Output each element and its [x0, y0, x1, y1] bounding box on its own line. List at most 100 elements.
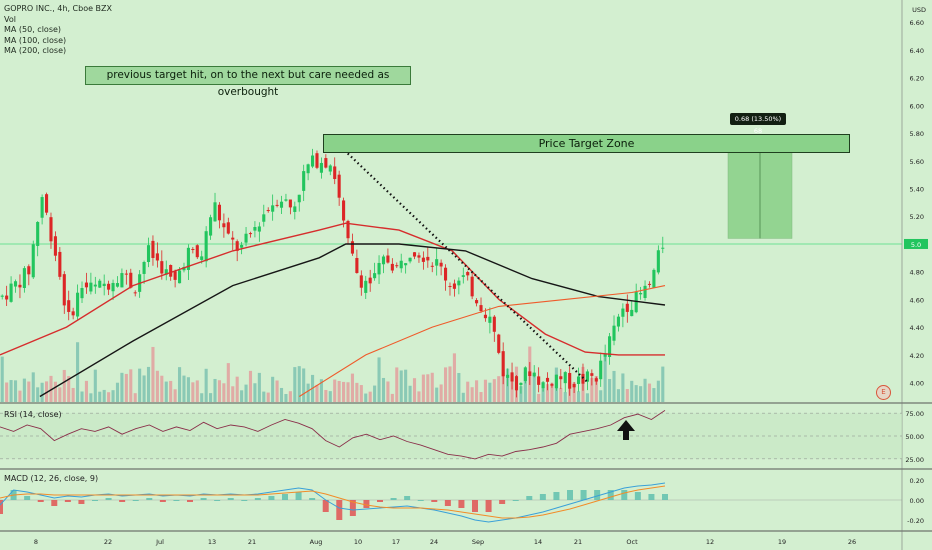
x-tick-label: 21	[248, 538, 256, 546]
x-tick-label: Sep	[472, 538, 484, 546]
last-price-tag	[904, 238, 928, 249]
volume-bar	[80, 391, 84, 402]
volume-bar	[124, 373, 128, 402]
y-tick-label: 5.20	[910, 213, 924, 221]
y-tick-label: 4.80	[910, 269, 924, 277]
volume-bar	[129, 369, 133, 402]
volume-bar	[443, 367, 448, 402]
volume-bar	[253, 383, 257, 402]
earnings-icon[interactable]: E	[876, 385, 891, 400]
volume-bar	[257, 372, 261, 402]
candle-body	[585, 371, 589, 382]
candle-body	[146, 245, 151, 263]
volume-bar	[107, 392, 111, 402]
volume-bar	[53, 381, 57, 402]
candle-body	[417, 255, 421, 258]
chart-legend: GOPRO INC., 4h, Cboe BZX Vol MA (50, clo…	[4, 4, 112, 57]
candle-body	[240, 244, 244, 248]
volume-bar	[576, 391, 581, 402]
candle-body	[5, 295, 9, 300]
candle-body	[395, 265, 399, 267]
volume-bar	[209, 393, 213, 402]
volume-bar	[585, 393, 589, 402]
candle-body	[630, 309, 634, 317]
volume-bar	[169, 380, 173, 402]
macd-histogram-bar	[336, 500, 343, 520]
y-tick-label: 6.40	[910, 47, 924, 55]
candle-body	[231, 237, 235, 240]
volume-bar	[475, 380, 479, 402]
volume-bar	[523, 371, 527, 402]
candle-body	[435, 259, 439, 266]
candle-body	[647, 283, 652, 285]
volume-bar	[479, 392, 483, 402]
macd-histogram-bar	[621, 490, 628, 500]
candle-body	[492, 316, 496, 332]
volume-bar	[173, 389, 177, 402]
volume-bar	[89, 393, 93, 402]
legend-ma200: MA (200, close)	[4, 46, 67, 56]
rsi-tick-label: 50.00	[905, 433, 924, 441]
candle-body	[386, 255, 390, 263]
volume-bar	[364, 393, 368, 402]
candle-body	[271, 205, 275, 212]
volume-bar	[519, 386, 523, 402]
volume-bar	[226, 363, 230, 402]
volume-bar	[470, 387, 474, 402]
candle-body	[129, 272, 133, 288]
candle-body	[439, 262, 443, 267]
rsi-label: RSI (14, close)	[4, 410, 62, 419]
volume-bar	[417, 391, 421, 402]
x-tick-label: 24	[430, 538, 438, 546]
y-tick-label: 4.60	[910, 296, 924, 304]
volume-bar	[448, 366, 452, 402]
candle-body	[430, 265, 434, 267]
candle-body	[102, 283, 106, 287]
volume-bar	[155, 370, 159, 402]
candle-body	[572, 384, 576, 388]
volume-bar	[594, 376, 598, 402]
volume-bar	[231, 386, 235, 402]
volume-bar	[421, 374, 425, 402]
macd-histogram-bar	[634, 492, 641, 500]
volume-bar	[266, 392, 270, 402]
macd-histogram-bar	[214, 500, 221, 501]
candle-body	[554, 374, 558, 389]
macd-histogram-bar	[309, 498, 316, 500]
volume-bar	[386, 381, 390, 402]
candle-body	[84, 282, 89, 288]
annotation-note[interactable]: previous target hit, on to the next but …	[85, 66, 411, 98]
volume-bar	[222, 383, 226, 402]
y-tick-label: 5.40	[910, 186, 924, 194]
price-target-zone[interactable]: Price Target Zone	[323, 134, 850, 153]
candle-body	[652, 269, 656, 288]
candle-body	[528, 371, 532, 376]
x-tick-label: 21	[574, 538, 582, 546]
volume-bar	[342, 381, 346, 402]
candle-body	[151, 240, 155, 258]
candle-body	[31, 244, 35, 278]
volume-bar	[532, 373, 536, 402]
candle-body	[337, 174, 341, 198]
candle-body	[195, 245, 199, 258]
volume-bar	[160, 375, 164, 402]
macd-histogram-bar	[64, 500, 71, 502]
macd-histogram-bar	[105, 498, 112, 500]
volume-bar	[563, 392, 567, 402]
volume-bar	[612, 370, 616, 402]
candle-body	[381, 256, 386, 265]
candle-body	[550, 384, 554, 386]
legend-vol: Vol	[4, 14, 16, 24]
macd-tick-label: 0.00	[910, 497, 924, 505]
candle-body	[576, 376, 581, 384]
volume-bar	[492, 379, 496, 402]
volume-bar	[22, 378, 26, 402]
candle-body	[568, 372, 572, 389]
volume-bar	[319, 379, 323, 402]
candle-body	[621, 308, 625, 317]
x-tick-label: 19	[778, 538, 786, 546]
candle-body	[275, 204, 279, 206]
candle-body	[80, 288, 84, 299]
candle-body	[120, 273, 124, 288]
ma100-line	[39, 243, 666, 398]
